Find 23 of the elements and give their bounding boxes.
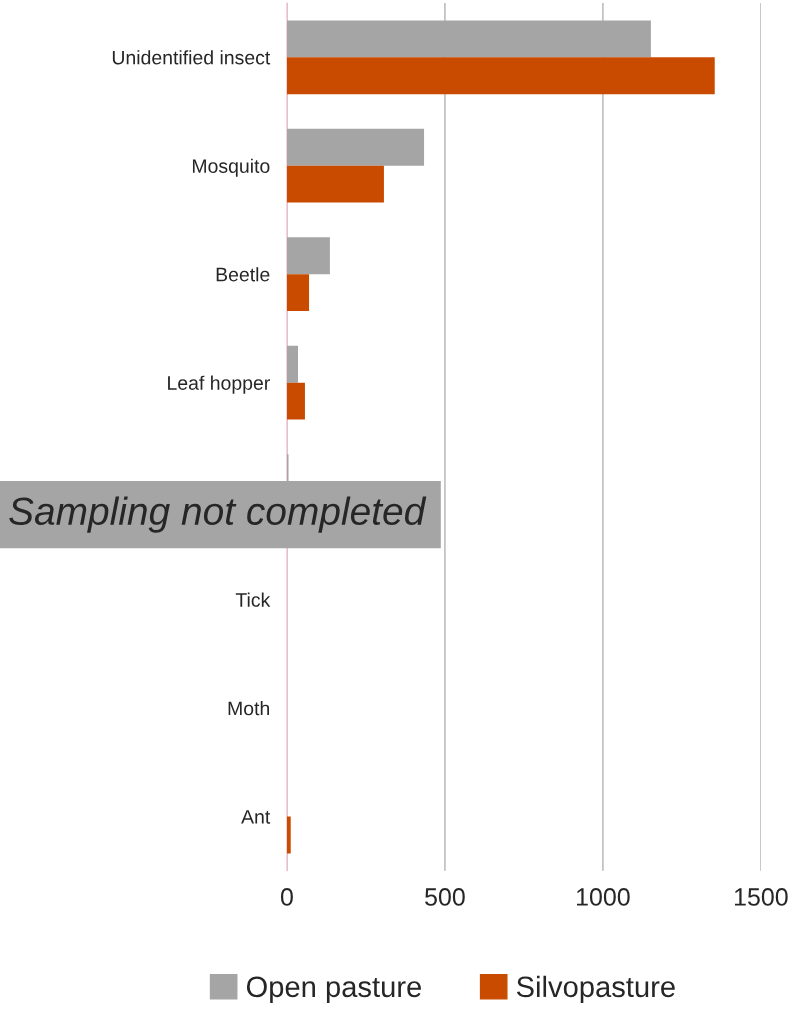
annotation: Sampling not completed	[9, 496, 427, 533]
legend-label: Open pasture	[246, 976, 421, 1003]
y-tick-label: Moth	[228, 701, 270, 716]
bar	[286, 165, 384, 203]
y-tick-label: Ant	[241, 810, 271, 824]
x-tick-label: 1500	[734, 888, 788, 906]
y-tick-label: Tick	[235, 592, 271, 607]
bar	[286, 382, 305, 420]
x-tick-label: 0	[280, 888, 293, 906]
bar	[286, 20, 651, 58]
x-tick-label: 1000	[576, 888, 630, 906]
y-tick-label: Leaf hopper	[168, 375, 270, 394]
bar	[286, 274, 310, 312]
bar	[286, 345, 298, 383]
bar	[286, 816, 291, 854]
y-tick-label: Unidentified insect	[112, 50, 271, 65]
bar	[286, 237, 330, 275]
y-tick-label: Mosquito	[192, 158, 270, 177]
y-tick-label: Beetle	[216, 267, 270, 282]
x-tick-label: 500	[425, 888, 465, 906]
bar	[286, 57, 715, 95]
legend-label: Silvopasture	[516, 975, 675, 1003]
bar	[286, 128, 425, 166]
